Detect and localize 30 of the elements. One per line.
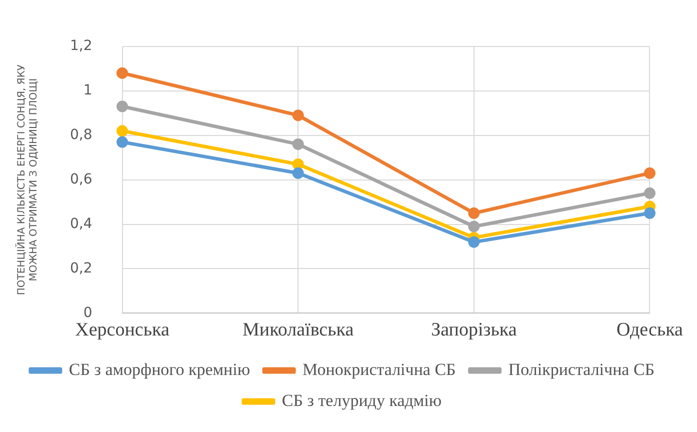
legend-label: СБ з телуриду кадмію bbox=[282, 390, 442, 410]
point bbox=[468, 236, 480, 248]
point bbox=[468, 207, 480, 219]
point bbox=[116, 136, 128, 148]
point bbox=[644, 187, 656, 199]
x-tick-label: Миколаївська bbox=[242, 320, 354, 341]
point bbox=[292, 167, 304, 179]
point bbox=[292, 158, 304, 170]
x-tick-label: Херсонська bbox=[75, 320, 170, 341]
legend-label: Монокристалічна СБ bbox=[302, 360, 456, 379]
x-tick-label: Одеська bbox=[616, 320, 684, 341]
y-axis-title: ПОТЕНЦІЙНА КІЛЬКІСТЬ ЕНЕРГІ СОНЦЯ, ЯКУ МОЖНА ОТРИМАТИ З ОДИНИЦІ ПЛОЩІ bbox=[14, 64, 40, 296]
point bbox=[644, 207, 656, 219]
y-tick-label: 0,8 bbox=[70, 126, 92, 143]
legend-label: Полікристалічна СБ bbox=[508, 360, 655, 379]
point bbox=[116, 67, 128, 79]
point bbox=[292, 138, 304, 150]
y-tick-label: 1 bbox=[83, 82, 92, 99]
point bbox=[644, 167, 656, 179]
y-tick-label: 1,2 bbox=[70, 38, 92, 54]
y-tick-label: 0,6 bbox=[70, 171, 92, 188]
point bbox=[116, 100, 128, 112]
y-tick-label: 0,2 bbox=[70, 260, 92, 276]
x-tick-label: Запорізька bbox=[431, 320, 518, 341]
point bbox=[292, 110, 304, 122]
y-tick-label: 0 bbox=[83, 304, 92, 321]
y-tick-label: 0,4 bbox=[70, 216, 92, 232]
point bbox=[468, 220, 480, 232]
legend-label: СБ з аморфного кремнію bbox=[68, 360, 250, 379]
point bbox=[116, 125, 128, 137]
